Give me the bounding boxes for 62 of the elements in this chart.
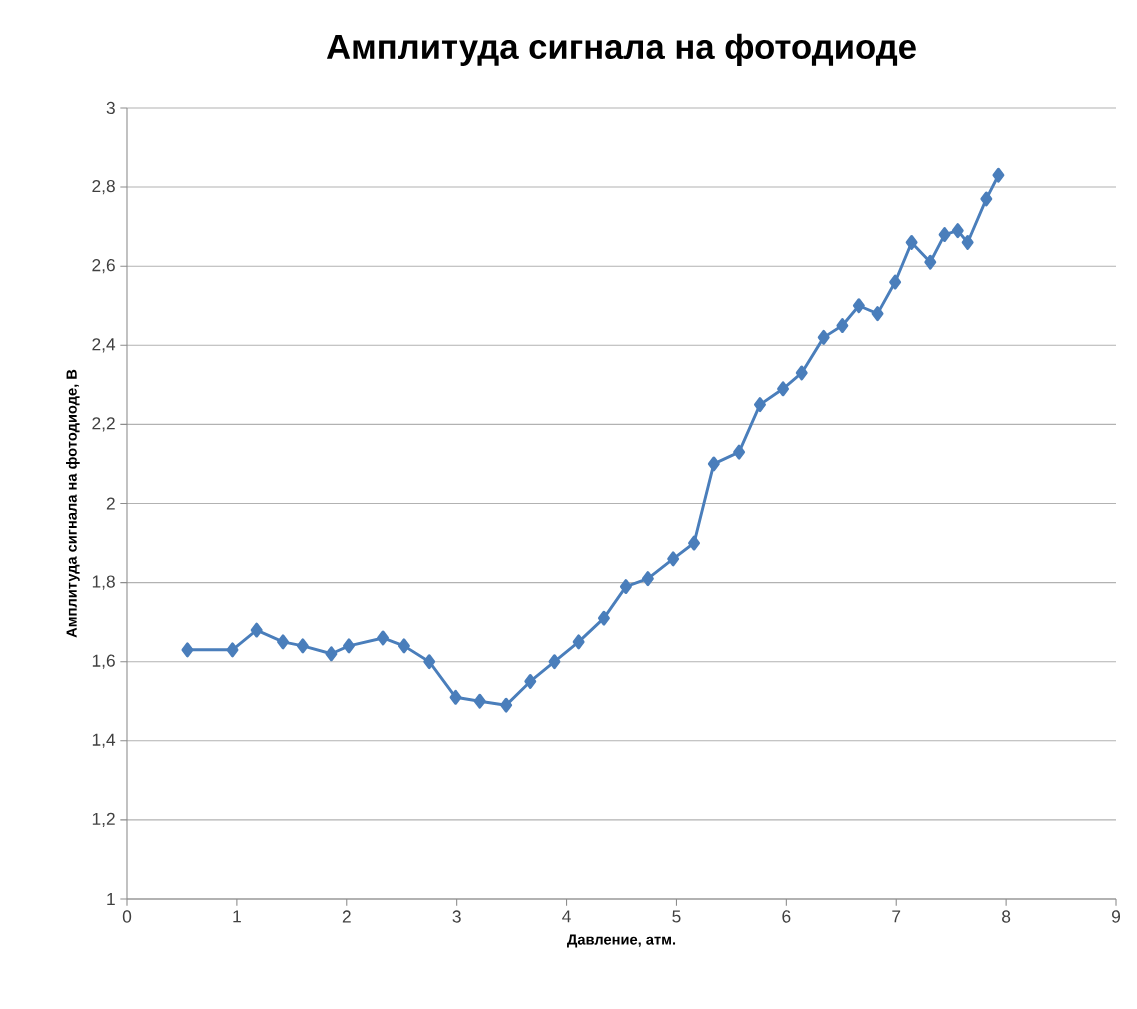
y-tick-label: 2,4 [92,338,116,353]
point [343,638,355,654]
y-axis-title: Амплитуда сигнала на фотодиоде, В [66,369,80,638]
point [226,642,239,658]
y-tick-label: 2,8 [92,179,115,195]
point [397,638,410,654]
point [733,444,746,460]
point [181,642,194,658]
point [777,381,790,397]
point [924,254,937,270]
point [905,234,918,250]
point [667,551,680,567]
x-tick-label: 7 [892,910,901,923]
point [992,167,1005,183]
x-tick-label: 1 [233,910,241,923]
point [889,274,902,290]
x-tick-label: 6 [782,910,791,923]
point [961,234,974,250]
x-tick-label: 2 [342,910,351,923]
y-tick-label: 2 [106,497,115,510]
point [754,397,766,413]
point [795,365,808,381]
point [548,654,561,670]
point [707,456,720,472]
point [597,610,610,626]
point [951,223,964,239]
chart-title: Амплитуда сигнала на фотодиоде [326,33,916,66]
x-tick-label: 3 [452,910,461,923]
x-tick-label: 5 [672,910,681,923]
point [325,646,338,662]
x-tick-label: 8 [1002,910,1011,923]
x-tick-label: 0 [122,910,132,923]
x-tick-label: 9 [1112,910,1121,923]
y-tick-label: 1,2 [92,812,115,828]
y-tick-label: 1,8 [92,575,115,590]
point [277,634,290,650]
point [871,306,884,322]
point [423,654,436,670]
point [250,622,263,638]
point [817,329,830,345]
point [449,689,462,705]
point [688,535,700,551]
point [572,634,585,650]
y-tick-label: 1,6 [92,654,115,669]
point [296,638,309,654]
point [938,227,951,243]
point [852,298,865,314]
point [836,318,849,333]
y-tick-label: 1,4 [92,733,116,748]
x-tick-label: 4 [562,910,571,923]
point [500,697,513,713]
y-tick-label: 1 [107,893,115,905]
y-tick-label: 2,6 [92,259,115,274]
point [980,191,993,207]
x-axis-title: Давление, атм. [567,934,676,948]
point [524,674,537,689]
point [641,571,654,587]
point [473,693,486,709]
y-tick-label: 2,2 [92,417,115,432]
point [377,630,390,646]
point [619,579,632,595]
y-tick-label: 3 [106,101,115,115]
